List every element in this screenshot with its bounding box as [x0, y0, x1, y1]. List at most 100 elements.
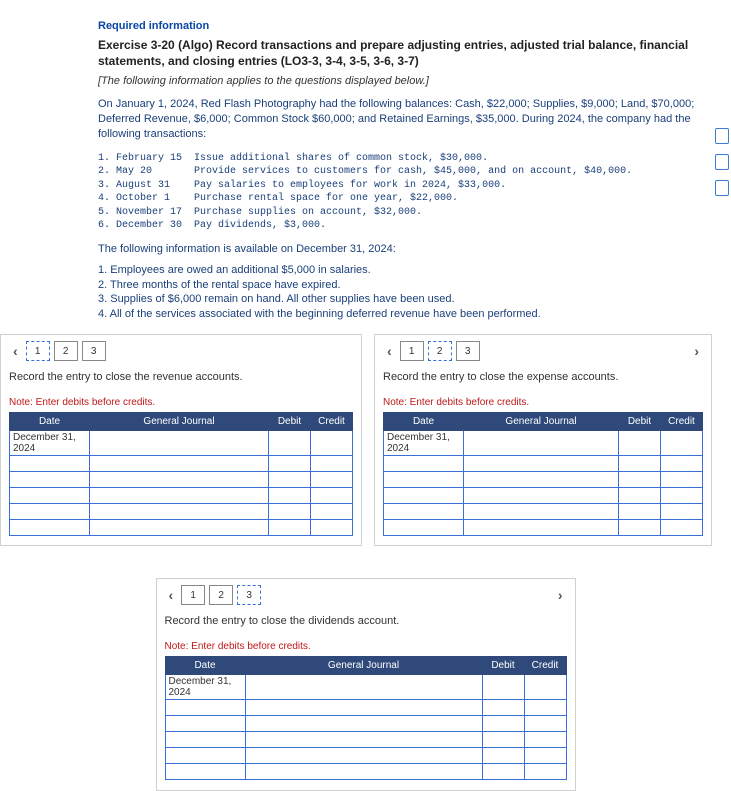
table-row: December 31, 2024: [384, 431, 703, 456]
tab-2[interactable]: 2: [209, 585, 233, 605]
credit-input[interactable]: [528, 750, 563, 761]
credit-input[interactable]: [528, 702, 563, 713]
debit-input[interactable]: [622, 474, 657, 485]
gj-input[interactable]: [93, 506, 265, 517]
debit-input[interactable]: [272, 522, 307, 533]
expense-journal-table: Date General Journal Debit Credit Decemb…: [383, 412, 703, 536]
debit-input[interactable]: [486, 702, 521, 713]
credit-input[interactable]: [664, 438, 699, 449]
credit-input[interactable]: [664, 506, 699, 517]
gj-input[interactable]: [249, 750, 479, 761]
table-row: December 31, 2024: [10, 431, 353, 456]
table-row: [165, 700, 566, 716]
chevron-right-icon[interactable]: ›: [690, 343, 703, 359]
chevron-left-icon[interactable]: ‹: [383, 343, 396, 359]
tab-1[interactable]: 1: [26, 341, 50, 361]
credit-input[interactable]: [528, 718, 563, 729]
table-row: [165, 732, 566, 748]
debit-input[interactable]: [486, 682, 521, 693]
gj-input[interactable]: [467, 506, 615, 517]
credit-input[interactable]: [314, 490, 349, 501]
credit-input[interactable]: [664, 458, 699, 469]
col-general-journal: General Journal: [464, 413, 619, 431]
col-credit: Credit: [524, 657, 566, 675]
col-date: Date: [165, 657, 245, 675]
gj-input[interactable]: [467, 458, 615, 469]
credit-input[interactable]: [664, 474, 699, 485]
tab-2[interactable]: 2: [54, 341, 78, 361]
credit-input[interactable]: [664, 522, 699, 533]
dividends-prompt: Record the entry to close the dividends …: [165, 615, 567, 627]
transaction-list: 1. February 15 Issue additional shares o…: [98, 152, 711, 233]
panel-expense: ‹ 1 2 3 › Record the entry to close the …: [374, 334, 712, 546]
gj-input[interactable]: [467, 490, 615, 501]
col-date: Date: [384, 413, 464, 431]
col-general-journal: General Journal: [245, 657, 482, 675]
col-debit: Debit: [269, 413, 311, 431]
debit-input[interactable]: [272, 474, 307, 485]
credit-input[interactable]: [314, 458, 349, 469]
gj-input[interactable]: [93, 438, 265, 449]
debit-input[interactable]: [622, 458, 657, 469]
debit-input[interactable]: [272, 506, 307, 517]
required-info-label: Required information: [98, 20, 711, 32]
credit-input[interactable]: [314, 474, 349, 485]
debit-input[interactable]: [486, 718, 521, 729]
gj-input[interactable]: [249, 702, 479, 713]
table-row: [165, 716, 566, 732]
tab-3[interactable]: 3: [82, 341, 106, 361]
tab-3[interactable]: 3: [237, 585, 261, 605]
debit-input[interactable]: [622, 438, 657, 449]
gj-input[interactable]: [93, 522, 265, 533]
gj-input[interactable]: [467, 474, 615, 485]
gj-input[interactable]: [93, 458, 265, 469]
tab-1[interactable]: 1: [181, 585, 205, 605]
credit-input[interactable]: [314, 506, 349, 517]
debit-input[interactable]: [486, 766, 521, 777]
tab-1[interactable]: 1: [400, 341, 424, 361]
side-tool-icon-3[interactable]: [715, 180, 729, 196]
panel-dividends: ‹ 1 2 3 › Record the entry to close the …: [156, 578, 576, 791]
credit-input[interactable]: [528, 682, 563, 693]
side-tool-icon-2[interactable]: [715, 154, 729, 170]
table-row: [10, 456, 353, 472]
debit-input[interactable]: [486, 750, 521, 761]
gj-input[interactable]: [249, 682, 479, 693]
tab-3[interactable]: 3: [456, 341, 480, 361]
credit-input[interactable]: [528, 766, 563, 777]
col-credit: Credit: [661, 413, 703, 431]
adjustments-list: 1. Employees are owed an additional $5,0…: [98, 263, 711, 322]
gj-input[interactable]: [93, 474, 265, 485]
debit-input[interactable]: [272, 458, 307, 469]
gj-input[interactable]: [249, 734, 479, 745]
date-cell: December 31, 2024: [165, 675, 245, 700]
credit-input[interactable]: [314, 438, 349, 449]
dividends-journal-table: Date General Journal Debit Credit Decemb…: [165, 656, 567, 780]
tab-2[interactable]: 2: [428, 341, 452, 361]
gj-input[interactable]: [467, 438, 615, 449]
gj-input[interactable]: [93, 490, 265, 501]
table-row: [10, 472, 353, 488]
chevron-left-icon[interactable]: ‹: [9, 343, 22, 359]
debit-input[interactable]: [622, 522, 657, 533]
debit-input[interactable]: [622, 506, 657, 517]
side-tool-icon-1[interactable]: [715, 128, 729, 144]
debit-input[interactable]: [272, 490, 307, 501]
gj-input[interactable]: [467, 522, 615, 533]
credit-input[interactable]: [664, 490, 699, 501]
available-info-label: The following information is available o…: [98, 243, 711, 255]
gj-input[interactable]: [249, 766, 479, 777]
chevron-right-icon[interactable]: ›: [554, 587, 567, 603]
table-row: [165, 748, 566, 764]
credit-input[interactable]: [528, 734, 563, 745]
table-row: [10, 520, 353, 536]
dividends-note: Note: Enter debits before credits.: [165, 641, 567, 652]
debit-input[interactable]: [622, 490, 657, 501]
gj-input[interactable]: [249, 718, 479, 729]
credit-input[interactable]: [314, 522, 349, 533]
debit-input[interactable]: [486, 734, 521, 745]
chevron-left-icon[interactable]: ‹: [165, 587, 178, 603]
table-row: [10, 488, 353, 504]
table-row: December 31, 2024: [165, 675, 566, 700]
debit-input[interactable]: [272, 438, 307, 449]
